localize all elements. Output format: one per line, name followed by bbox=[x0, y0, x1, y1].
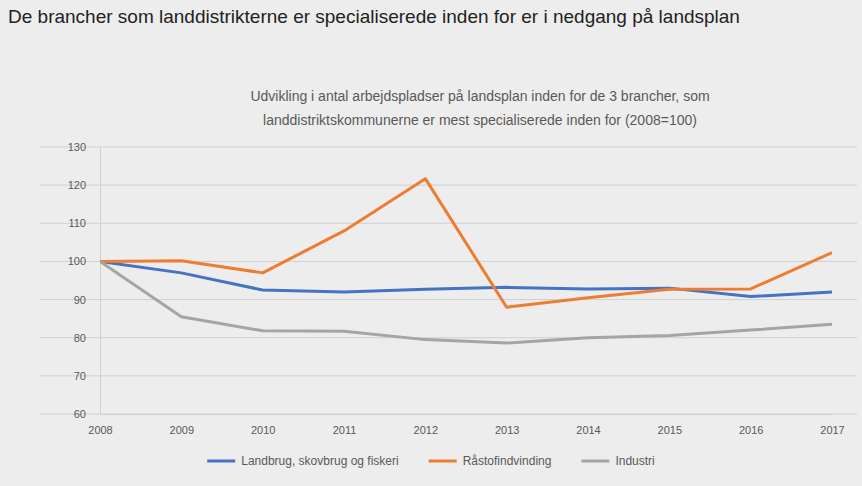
grid bbox=[40, 147, 857, 414]
x-tick: 2015 bbox=[658, 414, 682, 436]
series-line bbox=[100, 261, 832, 296]
y-axis: 60 70 80 90 100 110 120 130 bbox=[68, 141, 101, 420]
y-tick-label: 90 bbox=[74, 294, 86, 306]
x-tick-label: 2010 bbox=[251, 424, 275, 436]
legend-swatch bbox=[207, 460, 235, 463]
legend-item: Industri bbox=[581, 454, 654, 468]
grid-line bbox=[40, 375, 857, 376]
legend-swatch bbox=[429, 460, 457, 463]
y-tick: 60 bbox=[74, 408, 100, 420]
legend-item: Landbrug, skovbrug og fiskeri bbox=[207, 454, 398, 468]
y-tick: 70 bbox=[74, 370, 100, 382]
x-tick-label: 2014 bbox=[576, 424, 600, 436]
series-line bbox=[100, 179, 832, 308]
y-axis-line bbox=[100, 148, 101, 415]
y-tick: 110 bbox=[68, 217, 100, 229]
grid-line bbox=[40, 414, 857, 415]
x-tick-label: 2008 bbox=[88, 424, 112, 436]
x-tick: 2014 bbox=[576, 414, 600, 436]
x-tick: 2008 bbox=[88, 414, 112, 436]
y-tick: 90 bbox=[74, 294, 100, 306]
x-tick-label: 2013 bbox=[495, 424, 519, 436]
subtitle: landdistriktskommunerne er mest speciali… bbox=[263, 112, 697, 128]
series-line bbox=[100, 261, 832, 343]
x-tick-label: 2011 bbox=[333, 424, 357, 436]
y-tick-label: 70 bbox=[74, 370, 86, 382]
y-tick-label: 80 bbox=[74, 332, 86, 344]
x-tick-label: 2016 bbox=[739, 424, 763, 436]
x-tick-label: 2017 bbox=[820, 424, 844, 436]
chart: De brancher som landdistrikterne er spec… bbox=[0, 0, 862, 486]
y-tick: 80 bbox=[74, 332, 100, 344]
legend-label: Råstofindvinding bbox=[463, 454, 552, 468]
x-tick: 2009 bbox=[170, 414, 194, 436]
legend-label: Landbrug, skovbrug og fiskeri bbox=[241, 454, 398, 468]
x-tick: 2013 bbox=[495, 414, 519, 436]
x-tick-label: 2009 bbox=[170, 424, 194, 436]
legend: Landbrug, skovbrug og fiskeri Råstofindvi… bbox=[207, 454, 655, 468]
y-tick-label: 100 bbox=[68, 255, 86, 267]
x-tick: 2011 bbox=[333, 414, 357, 436]
grid-line bbox=[40, 147, 857, 148]
x-axis: 2008 2009 2010 2011 2012 2013 2014 2015 2016 2017 bbox=[88, 414, 844, 436]
y-tick-label: 120 bbox=[68, 179, 86, 191]
x-tick-label: 2012 bbox=[414, 424, 438, 436]
legend-swatch bbox=[581, 460, 609, 463]
y-tick-label: 110 bbox=[68, 217, 86, 229]
y-tick: 100 bbox=[68, 255, 100, 267]
grid-line bbox=[40, 223, 857, 224]
x-tick: 2016 bbox=[739, 414, 763, 436]
legend-label: Industri bbox=[615, 454, 654, 468]
x-tick: 2010 bbox=[251, 414, 275, 436]
title: De brancher som landdistrikterne er spec… bbox=[8, 6, 740, 27]
grid-line bbox=[40, 185, 857, 186]
plot-area bbox=[100, 179, 832, 343]
y-tick: 120 bbox=[68, 179, 100, 191]
y-tick-label: 60 bbox=[74, 408, 86, 420]
grid-line bbox=[40, 337, 857, 338]
x-tick-label: 2015 bbox=[658, 424, 682, 436]
grid-line bbox=[40, 299, 857, 300]
x-tick: 2012 bbox=[414, 414, 438, 436]
x-axis-line bbox=[101, 414, 833, 415]
y-tick-label: 130 bbox=[68, 141, 86, 153]
subtitle: Udvikling i antal arbejdspladser på land… bbox=[250, 88, 709, 104]
x-tick: 2017 bbox=[820, 414, 844, 436]
legend-item: Råstofindvinding bbox=[429, 454, 552, 468]
y-tick: 130 bbox=[68, 141, 100, 153]
